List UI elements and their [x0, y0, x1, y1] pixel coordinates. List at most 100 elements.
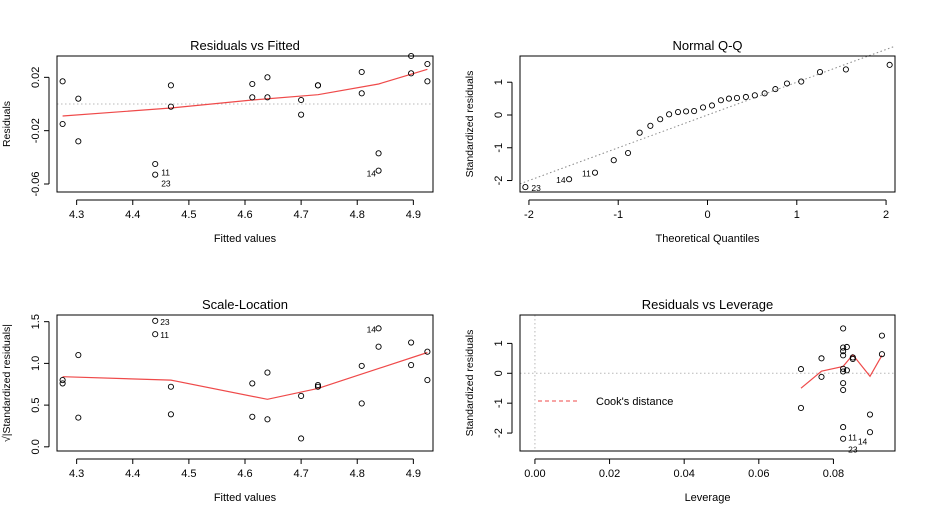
data-point: [742, 93, 749, 101]
data-point: [75, 95, 82, 102]
qq-reference-line: [519, 45, 896, 185]
data-point: [840, 368, 847, 375]
plot-frame: [519, 55, 896, 193]
point-label: 11: [848, 433, 857, 443]
data-point: [840, 344, 847, 351]
point-label: 23: [531, 183, 541, 193]
x-tick-label: 4.6: [237, 209, 252, 221]
x-tick-label: 4.8: [350, 209, 365, 221]
x-tick-label: 2: [883, 209, 889, 221]
x-tick-label: 4.3: [69, 209, 84, 221]
data-point: [840, 424, 847, 431]
data-point: [249, 94, 256, 101]
data-point: [657, 116, 664, 123]
x-tick-label: 4.5: [181, 209, 196, 221]
point-label: 14: [556, 175, 566, 185]
x-tick-label: -1: [613, 209, 623, 221]
data-point: [358, 362, 365, 369]
data-point: [798, 78, 805, 85]
data-point: [636, 129, 643, 136]
data-point: [375, 150, 382, 157]
data-point: [849, 355, 856, 362]
x-axis-label: Fitted values: [214, 492, 277, 504]
panel-1: Residuals vs Fitted 4.3 4.4 4.5 4.6 4.7 4.8 4.9…: [1, 38, 434, 245]
point-label: 14: [367, 169, 377, 179]
x-tick-label: 0.00: [524, 468, 545, 480]
data-point: [167, 82, 174, 89]
panel-3: Scale-Location 4.3 4.4 4.5 4.6 4.7 4.8 4.9 Fitte…: [1, 297, 434, 504]
smooth-line: [62, 351, 428, 400]
data-point: [59, 377, 66, 384]
data-point: [358, 90, 365, 97]
data-point: [408, 52, 415, 60]
data-point: [75, 414, 82, 421]
data-point: [298, 392, 305, 399]
x-tick-label: 4.9: [406, 468, 421, 480]
data-point: [59, 78, 66, 85]
x-tick-label: 4.7: [293, 209, 308, 221]
x-tick-label: 1: [794, 209, 800, 221]
data-point: [424, 78, 431, 85]
chart-title: Normal Q-Q: [672, 38, 742, 53]
y-tick-label: 0: [493, 370, 505, 376]
data-point: [152, 331, 159, 338]
data-point: [264, 74, 271, 81]
y-tick-label: 1: [493, 340, 505, 346]
point-label: 23: [161, 179, 171, 189]
data-point: [75, 351, 82, 359]
x-tick-label: 0.02: [599, 468, 620, 480]
data-point: [375, 167, 382, 174]
x-tick-label: -2: [524, 209, 534, 221]
data-point: [408, 339, 415, 346]
y-tick-label: -2: [493, 428, 505, 438]
data-point: [424, 377, 431, 384]
data-point: [886, 61, 893, 68]
data-point: [797, 404, 805, 412]
data-point: [167, 103, 174, 110]
data-point: [666, 111, 673, 118]
data-point: [818, 355, 825, 362]
data-point: [152, 160, 159, 168]
y-tick-label: -0.06: [30, 171, 42, 196]
y-axis-label: Standardized residuals: [464, 71, 476, 178]
data-point: [167, 411, 174, 418]
legend-label: Cook's distance: [596, 396, 673, 408]
y-tick-label: -1: [493, 143, 505, 153]
data-point: [424, 60, 431, 68]
point-label: 11: [582, 169, 591, 179]
data-point: [818, 373, 825, 380]
x-tick-label: 4.3: [69, 468, 84, 480]
data-point: [772, 86, 779, 93]
point-label: 23: [848, 445, 858, 455]
plot-frame: [56, 55, 434, 193]
x-tick-label: 4.5: [181, 468, 196, 480]
data-point: [840, 380, 847, 387]
panel-4: Residuals vs Leverage 0.00 0.02 0.04 0.06 0.0…: [464, 297, 896, 504]
y-tick-label: -2: [493, 176, 505, 186]
x-tick-label: 0: [704, 209, 710, 221]
plot-frame: [519, 314, 896, 452]
x-axis-label: Theoretical Quantiles: [656, 233, 760, 245]
data-point: [683, 108, 690, 115]
data-point: [59, 380, 66, 387]
data-point: [843, 367, 850, 374]
point-label: 11: [161, 168, 170, 178]
x-tick-label: 0.06: [748, 468, 769, 480]
y-tick-label: -0.02: [30, 118, 42, 143]
y-tick-label: 0: [493, 112, 505, 118]
x-tick-label: 0.08: [823, 468, 844, 480]
data-point: [840, 435, 847, 442]
data-point: [249, 413, 256, 420]
data-point: [264, 94, 271, 101]
data-point: [314, 383, 322, 390]
data-point: [761, 90, 768, 97]
y-tick-label: 1: [493, 79, 505, 85]
data-point: [566, 176, 573, 183]
data-point: [167, 383, 174, 390]
data-point: [717, 97, 724, 104]
data-point: [314, 82, 322, 89]
chart-title: Residuals vs Fitted: [190, 38, 300, 53]
chart-title: Residuals vs Leverage: [642, 297, 774, 312]
data-point: [298, 96, 305, 104]
